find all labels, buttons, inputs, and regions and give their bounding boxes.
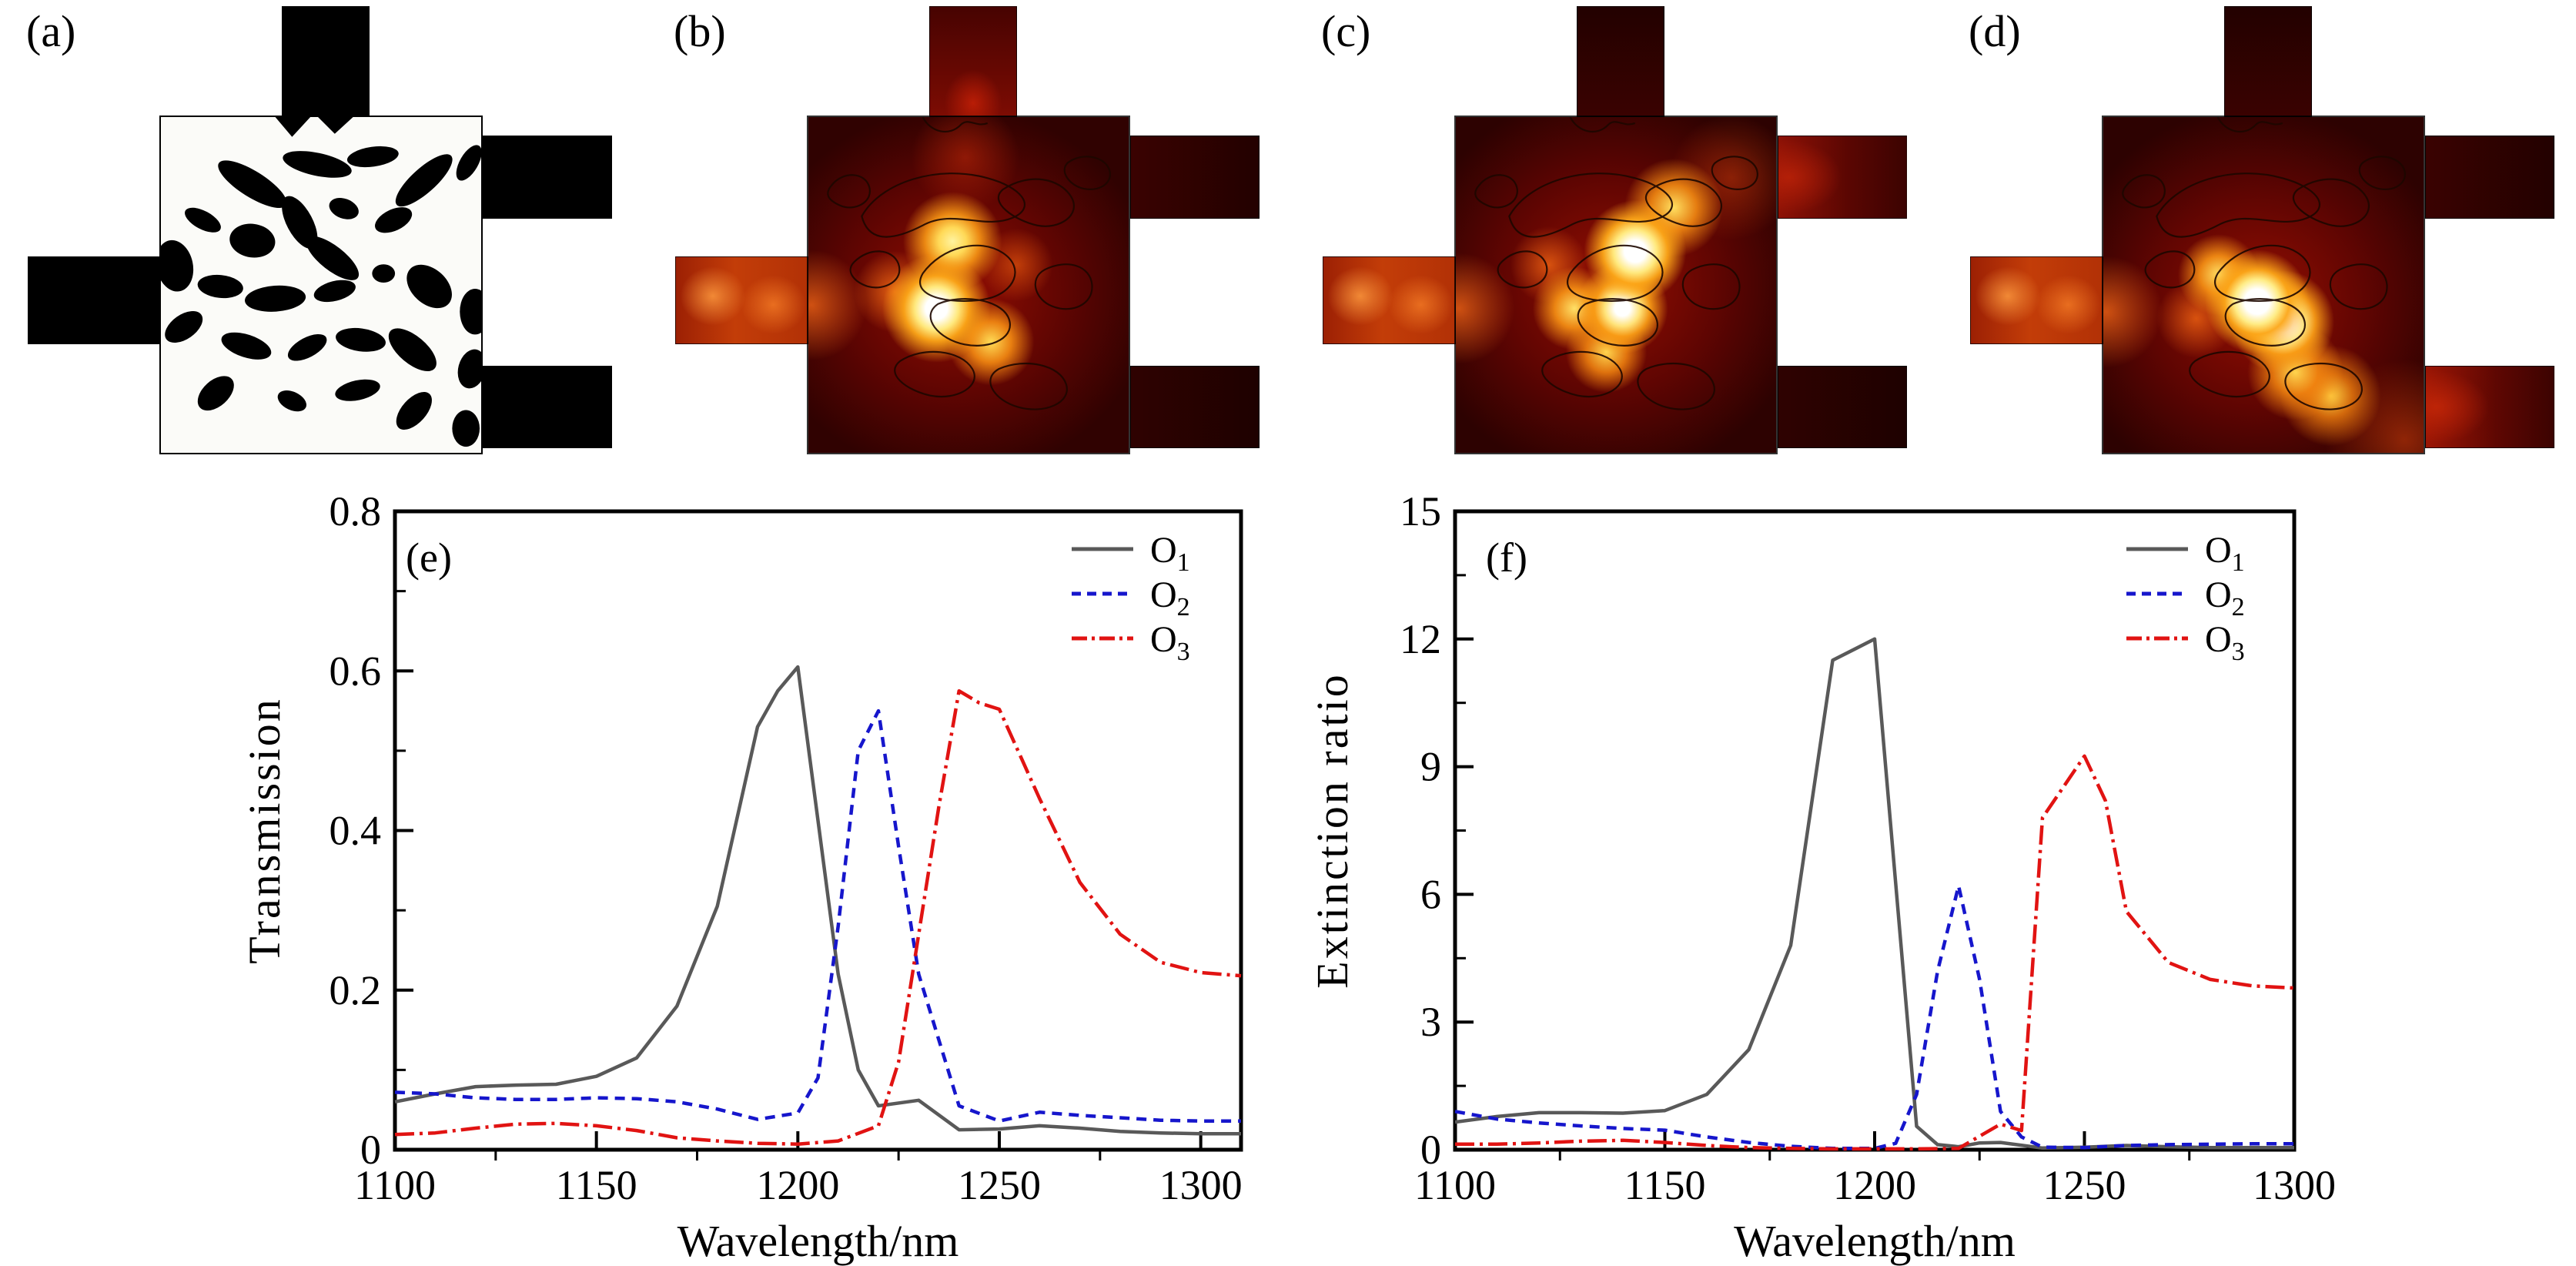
panel-label-c: (c) bbox=[1321, 6, 1371, 56]
x-axis-title: Wavelength/nm bbox=[1734, 1216, 2016, 1266]
device-panel-b: (b) bbox=[674, 6, 1260, 454]
output-waveguide-top bbox=[282, 6, 370, 117]
series-O3 bbox=[394, 688, 1242, 1146]
input-waveguide bbox=[28, 256, 161, 344]
output-waveguide-upper-right bbox=[1130, 136, 1260, 219]
y-tick-label: 6 bbox=[1420, 871, 1441, 917]
panel-label-b: (b) bbox=[674, 6, 726, 56]
x-tick-label: 1200 bbox=[1833, 1162, 1916, 1208]
y-tick-label: 0 bbox=[1420, 1127, 1441, 1173]
design-blobs bbox=[161, 117, 481, 447]
y-tick-label: 3 bbox=[1420, 999, 1441, 1045]
y-tick-label: 9 bbox=[1420, 744, 1441, 790]
field-intensity-map bbox=[808, 117, 1129, 453]
y-axis-title: Transmission bbox=[239, 697, 289, 964]
series-O2 bbox=[1454, 884, 2294, 1150]
x-tick-label: 1300 bbox=[1159, 1162, 1243, 1208]
series-O1 bbox=[1454, 637, 2294, 1150]
legend-label: O3 bbox=[1150, 619, 1190, 666]
y-tick-label: 12 bbox=[1400, 616, 1441, 662]
y-tick-label: 0.6 bbox=[330, 648, 382, 694]
series-O3 bbox=[1455, 754, 2295, 1151]
device-panel-a: (a) bbox=[26, 6, 612, 454]
x-tick-label: 1200 bbox=[756, 1162, 839, 1208]
series-O1 bbox=[394, 665, 1241, 1136]
y-tick-label: 0 bbox=[360, 1127, 381, 1173]
input-waveguide bbox=[1323, 256, 1456, 344]
plot-panel-letter: (e) bbox=[406, 534, 452, 581]
legend-label: O2 bbox=[1150, 574, 1190, 621]
legend-label: O3 bbox=[2205, 619, 2245, 666]
x-tick-label: 1250 bbox=[2043, 1162, 2126, 1208]
output-waveguide-lower-right bbox=[1778, 366, 1907, 448]
field-map-region bbox=[2102, 116, 2425, 454]
panel-label-a: (a) bbox=[26, 6, 76, 56]
x-tick-label: 1100 bbox=[1414, 1162, 1496, 1208]
field-map-region bbox=[807, 116, 1130, 454]
legend-label: O1 bbox=[1150, 530, 1190, 577]
output-waveguide-top bbox=[929, 6, 1017, 117]
x-axis-title: Wavelength/nm bbox=[677, 1216, 959, 1266]
plot-panel-letter: (f) bbox=[1486, 534, 1527, 581]
output-waveguide-upper-right bbox=[1778, 136, 1907, 219]
x-tick-label: 1150 bbox=[556, 1162, 637, 1208]
device-panel-c: (c) bbox=[1321, 6, 1907, 454]
output-waveguide-upper-right bbox=[2425, 136, 2554, 219]
x-tick-label: 1100 bbox=[354, 1162, 436, 1208]
chart-f: 1100 1150 1200 1250 1300 0 3 6 9 12 15 Wavelength/n… bbox=[1307, 488, 2336, 1266]
chart-e: 1100 1150 1200 1250 1300 0 0.2 0.4 0.6 0.8 Wavelen… bbox=[239, 488, 1243, 1266]
x-tick-label: 1300 bbox=[2253, 1162, 2336, 1208]
output-waveguide-lower-right bbox=[483, 366, 612, 448]
x-tick-label: 1150 bbox=[1624, 1162, 1706, 1208]
y-axis-title: Extinction ratio bbox=[1307, 672, 1357, 988]
field-intensity-map bbox=[1456, 117, 1776, 453]
output-waveguide-top bbox=[2224, 6, 2312, 117]
design-region-pattern bbox=[159, 116, 483, 454]
panel-label-d: (d) bbox=[1969, 6, 2021, 56]
field-map-region bbox=[1454, 116, 1778, 454]
output-waveguide-upper-right bbox=[483, 136, 612, 219]
field-intensity-map bbox=[2103, 117, 2424, 453]
y-tick-label: 15 bbox=[1400, 488, 1441, 534]
output-waveguide-top bbox=[1577, 6, 1664, 117]
input-waveguide bbox=[1970, 256, 2103, 344]
plot-frame bbox=[1453, 509, 2297, 1152]
y-tick-label: 0.8 bbox=[330, 488, 382, 534]
output-waveguide-lower-right bbox=[1130, 366, 1260, 448]
y-tick-label: 0.2 bbox=[330, 967, 382, 1013]
x-tick-label: 1250 bbox=[958, 1162, 1041, 1208]
device-panel-d: (d) bbox=[1969, 6, 2554, 454]
legend-label: O1 bbox=[2205, 530, 2245, 577]
y-tick-label: 0.4 bbox=[330, 808, 382, 854]
series-O2 bbox=[394, 708, 1241, 1123]
legend-label: O2 bbox=[2205, 574, 2245, 621]
output-waveguide-lower-right bbox=[2425, 366, 2554, 448]
